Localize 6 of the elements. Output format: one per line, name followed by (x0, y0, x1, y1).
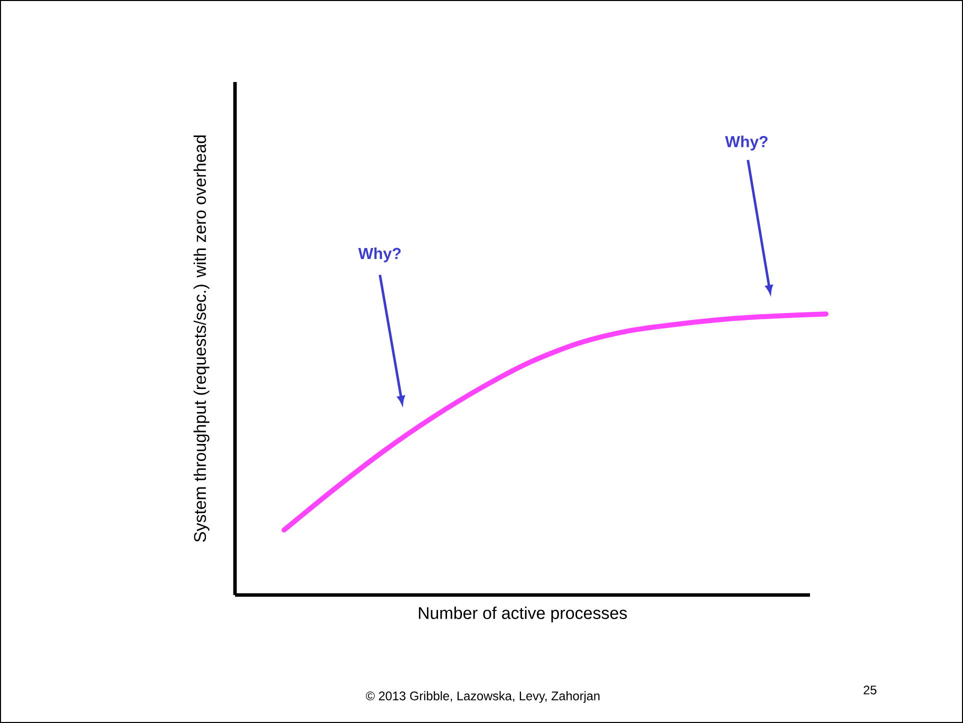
x-axis-title: Number of active processes (418, 606, 627, 622)
text: 25 (864, 686, 876, 694)
text: Why? (358, 247, 401, 262)
y-axis-title: System throughput (requests/sec.) with zero overhead (194, 136, 210, 542)
text: Why? (725, 136, 768, 150)
text: © 2013 Gribble, Lazowska, Levy, Zahorjan (366, 691, 600, 703)
